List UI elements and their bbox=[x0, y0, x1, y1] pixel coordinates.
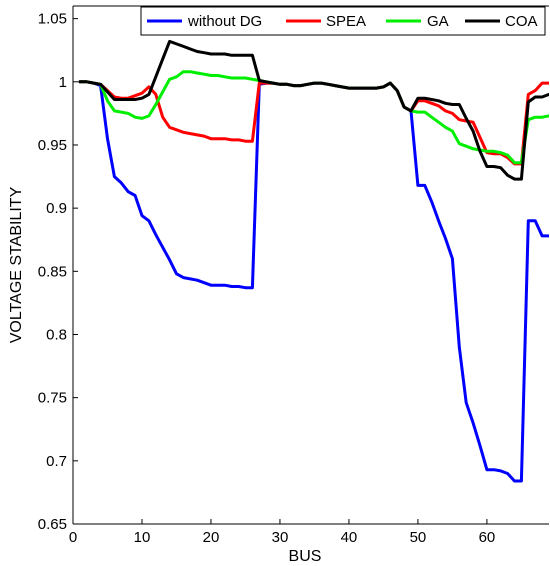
series-group bbox=[78, 39, 549, 483]
x-tick-label: 10 bbox=[134, 529, 151, 546]
y-tick-label: 0.95 bbox=[38, 137, 67, 154]
x-tick-label: 0 bbox=[69, 529, 77, 546]
x-tick-label: 50 bbox=[410, 529, 427, 546]
legend-label-without-dg: without DG bbox=[187, 13, 262, 30]
y-tick-label: 0.9 bbox=[46, 200, 67, 217]
series-line-coa bbox=[78, 39, 549, 181]
legend-label-ga: GA bbox=[427, 13, 449, 30]
legend: without DG SPEA GA COA bbox=[140, 6, 546, 36]
x-tick-label: 40 bbox=[341, 529, 358, 546]
axes bbox=[72, 5, 549, 525]
y-axis-label: VOLTAGE STABILITY bbox=[8, 186, 25, 343]
legend-label-spea: SPEA bbox=[326, 13, 366, 30]
y-tick-label: 0.8 bbox=[46, 326, 67, 343]
y-tick-label: 0.7 bbox=[46, 453, 67, 470]
y-tick-label: 1.05 bbox=[38, 11, 67, 28]
ticks: 0 10 20 30 40 50 60 0.65 0.7 0.75 0.8 0.85 0.9 0.95 1 1… bbox=[38, 6, 495, 546]
y-tick-label: 0.85 bbox=[38, 263, 67, 280]
x-tick-label: 20 bbox=[203, 529, 220, 546]
x-tick-label: 60 bbox=[479, 529, 496, 546]
y-tick-label: 0.65 bbox=[38, 516, 67, 533]
legend-label-coa: COA bbox=[505, 13, 538, 30]
x-axis-label: BUS bbox=[289, 548, 322, 565]
y-tick-label: 0.75 bbox=[38, 390, 67, 407]
y-tick-label: 1 bbox=[59, 74, 67, 91]
x-tick-label: 30 bbox=[272, 529, 289, 546]
